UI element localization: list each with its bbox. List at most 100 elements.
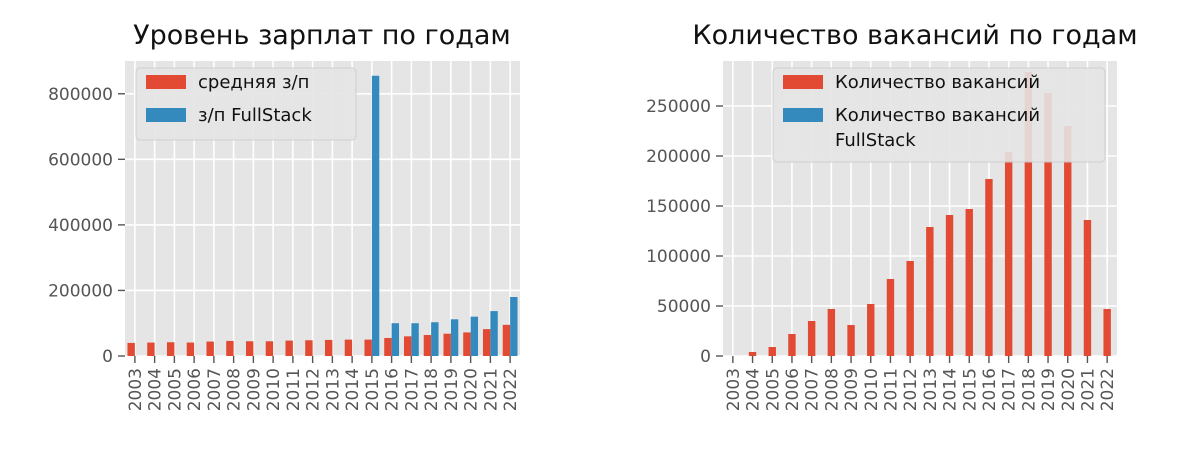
chart2-xtick-label: 2012 bbox=[901, 368, 921, 411]
chart2-ytick-label: 200000 bbox=[646, 147, 711, 167]
chart2-legend-swatch-1 bbox=[783, 108, 823, 122]
chart2-bar-s0-2008 bbox=[827, 309, 836, 356]
chart1-bar-s0-2020 bbox=[463, 332, 471, 356]
chart2-xtick-label: 2014 bbox=[941, 368, 961, 411]
chart2-legend-label-1-1: FullStack bbox=[835, 130, 916, 151]
chart1-bar-s0-2011 bbox=[285, 340, 293, 356]
chart2-xtick-label: 2018 bbox=[1019, 368, 1039, 411]
chart1-xtick-label: 2017 bbox=[402, 368, 422, 411]
chart2-bar-s0-2006 bbox=[788, 334, 796, 356]
chart1-ytick-label: 200000 bbox=[48, 281, 113, 301]
chart2-bar-s0-2018 bbox=[1024, 72, 1033, 356]
chart2-bar-s0-2017 bbox=[1004, 152, 1013, 356]
chart1-ytick-label: 400000 bbox=[48, 216, 113, 236]
chart2-xtick-label: 2005 bbox=[763, 368, 783, 411]
chart2-xtick-label: 2007 bbox=[803, 368, 823, 411]
chart1-bar-s1-2022 bbox=[510, 297, 518, 356]
chart2-ytick-label: 100000 bbox=[646, 247, 711, 267]
chart2-bar-s0-2016 bbox=[985, 179, 993, 356]
chart2-bar-s0-2014 bbox=[945, 215, 954, 356]
chart2-bar-s0-2010 bbox=[867, 304, 875, 356]
chart1-title: Уровень зарплат по годам bbox=[133, 20, 511, 51]
chart1-bar-s0-2008 bbox=[226, 340, 234, 356]
chart2-bar-s0-2012 bbox=[906, 261, 914, 356]
chart1-xtick-label: 2016 bbox=[383, 368, 403, 411]
chart1-bar-s0-2006 bbox=[186, 342, 195, 356]
chart2-xtick-label: 2008 bbox=[822, 368, 842, 411]
chart2-ytick-label: 50000 bbox=[657, 297, 711, 317]
chart1-xtick-label: 2022 bbox=[501, 368, 521, 411]
chart1-xtick-label: 2007 bbox=[205, 368, 225, 411]
chart1-xtick-label: 2021 bbox=[481, 368, 501, 411]
chart2-xtick-label: 2021 bbox=[1078, 368, 1098, 411]
chart1-legend-label-1: з/п FullStack bbox=[198, 105, 312, 126]
chart1-xtick-label: 2019 bbox=[442, 368, 462, 411]
chart1-legend-swatch-1 bbox=[146, 108, 186, 122]
chart1-ytick-label: 600000 bbox=[48, 150, 113, 170]
chart1-xtick-label: 2011 bbox=[284, 368, 304, 411]
chart1-ytick-label: 800000 bbox=[48, 85, 113, 105]
chart2-bar-s0-2015 bbox=[965, 209, 973, 356]
chart1-bar-s0-2019 bbox=[443, 333, 451, 356]
chart2-bar-s0-2019 bbox=[1044, 93, 1052, 356]
chart1-bar-s0-2015 bbox=[364, 339, 372, 356]
chart1-bar-s0-2007 bbox=[206, 341, 214, 356]
chart2-bar-s0-2011 bbox=[886, 279, 895, 356]
chart1-legend-box bbox=[135, 67, 357, 141]
chart2-bar-s0-2009 bbox=[847, 325, 855, 356]
chart1-xtick-label: 2010 bbox=[264, 368, 284, 411]
chart1-xtick-label: 2009 bbox=[244, 368, 264, 411]
chart2-xtick-label: 2004 bbox=[744, 368, 764, 411]
chart1-bar-s0-2004 bbox=[147, 342, 155, 356]
chart1-xtick-label: 2006 bbox=[185, 368, 205, 411]
chart2-xtick-label: 2006 bbox=[783, 368, 803, 411]
chart2-legend-swatch-0 bbox=[783, 75, 823, 89]
chart2-bar-s0-2005 bbox=[768, 347, 776, 356]
chart2-xtick-label: 2016 bbox=[980, 368, 1000, 411]
chart1-bar-s1-2015 bbox=[371, 75, 380, 356]
chart1-xtick-label: 2012 bbox=[304, 368, 324, 411]
chart2-legend-label-0: Количество вакансий bbox=[835, 72, 1040, 93]
chart2-bar-s0-2013 bbox=[926, 227, 934, 356]
chart1-bar-s1-2021 bbox=[490, 311, 498, 356]
chart1-xtick-label: 2018 bbox=[422, 368, 442, 411]
chart2-ytick-label: 150000 bbox=[646, 197, 711, 217]
chart1-bar-s1-2016 bbox=[391, 323, 400, 356]
chart1-bar-s0-2012 bbox=[305, 340, 313, 356]
chart1-bar-s0-2003 bbox=[127, 342, 135, 356]
chart1-bar-s0-2016 bbox=[384, 337, 392, 356]
chart1-bar-s1-2019 bbox=[450, 319, 459, 356]
chart1-xtick-label: 2020 bbox=[462, 368, 482, 411]
chart2-xtick-label: 2003 bbox=[724, 368, 744, 411]
chart1-bar-s0-2014 bbox=[344, 339, 353, 356]
chart2-legend-box bbox=[772, 67, 1106, 163]
chart2-title: Количество вакансий по годам bbox=[692, 20, 1137, 51]
chart2-xtick-label: 2017 bbox=[1000, 368, 1020, 411]
chart2-xtick-label: 2011 bbox=[881, 368, 901, 411]
chart2-bar-s0-2021 bbox=[1083, 220, 1092, 356]
chart2-bar-s0-2020 bbox=[1064, 126, 1072, 356]
chart1-bar-s0-2013 bbox=[324, 339, 333, 356]
chart1-bar-s0-2010 bbox=[265, 341, 274, 356]
chart2-bar-s0-2007 bbox=[807, 321, 816, 356]
chart2-xtick-label: 2015 bbox=[960, 368, 980, 411]
chart2-ytick-label: 250000 bbox=[646, 97, 711, 117]
chart1-ytick-label: 0 bbox=[102, 347, 113, 367]
chart1-bar-s1-2017 bbox=[411, 323, 419, 356]
chart2-xtick-label: 2020 bbox=[1059, 368, 1079, 411]
chart2-xtick-label: 2010 bbox=[862, 368, 882, 411]
chart1-bar-s0-2017 bbox=[403, 336, 412, 356]
chart1-bar-s0-2005 bbox=[166, 342, 175, 356]
chart1-xtick-label: 2015 bbox=[363, 368, 383, 411]
chart2-bar-s0-2022 bbox=[1103, 309, 1111, 356]
chart2-xtick-label: 2013 bbox=[921, 368, 941, 411]
chart1-xtick-label: 2003 bbox=[126, 368, 146, 411]
chart2-xtick-label: 2009 bbox=[842, 368, 862, 411]
chart2-xtick-label: 2022 bbox=[1098, 368, 1118, 411]
chart2-legend-label-1: Количество вакансий bbox=[835, 105, 1040, 126]
chart2-ytick-label: 0 bbox=[700, 347, 711, 367]
chart1-xtick-label: 2013 bbox=[323, 368, 343, 411]
